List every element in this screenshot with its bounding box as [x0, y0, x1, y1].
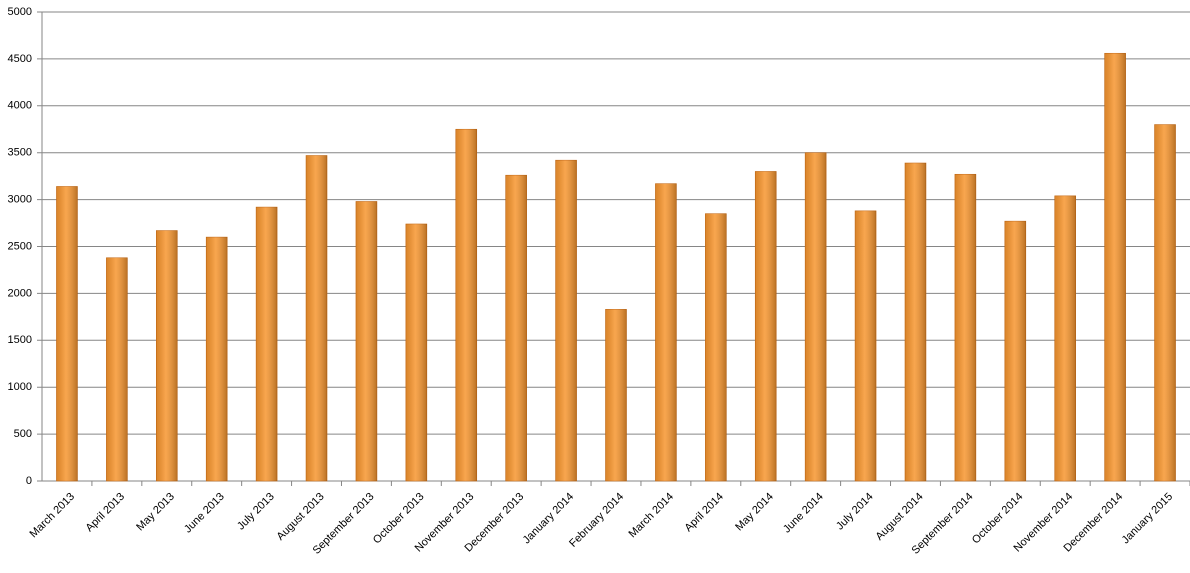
bar-shade	[106, 257, 128, 481]
bar-shade	[1104, 53, 1126, 481]
y-tick-label: 1500	[8, 334, 32, 346]
bar-shade	[904, 163, 926, 481]
x-tick-label: July 2014	[834, 491, 876, 533]
x-tick-label: March 2013	[28, 491, 78, 541]
y-tick-label: 0	[26, 475, 32, 487]
bar-shade	[755, 171, 777, 481]
x-tick-label: April 2014	[682, 491, 726, 535]
x-tick-label: February 2014	[567, 491, 626, 550]
x-tick-label: June 2013	[182, 491, 227, 536]
bar-shade	[355, 201, 377, 481]
x-tick-label: May 2013	[134, 491, 177, 534]
bar-shade	[56, 186, 78, 481]
y-tick-label: 4500	[8, 53, 32, 65]
x-tick-label: October 2014	[970, 491, 1026, 547]
bar-shade	[1054, 195, 1076, 481]
y-tick-label: 5000	[8, 6, 32, 18]
x-tick-label: March 2014	[627, 491, 677, 541]
bar-shade	[805, 152, 827, 481]
bar-shade	[954, 174, 976, 482]
x-tick-label: October 2013	[371, 491, 427, 547]
y-tick-label: 2500	[8, 240, 32, 252]
y-tick-label: 500	[14, 428, 32, 440]
x-tick-label: July 2013	[235, 491, 277, 533]
x-tick-label: August 2013	[275, 491, 327, 543]
x-tick-label: January 2015	[1120, 491, 1176, 547]
y-tick-label: 4000	[8, 100, 32, 112]
bar-shade	[1004, 221, 1026, 481]
bar-shade	[206, 237, 228, 481]
bar-shade	[455, 129, 477, 481]
x-tick-label: June 2014	[781, 491, 826, 536]
bar-shade	[705, 213, 727, 482]
y-tick-label: 2000	[8, 287, 32, 299]
bar-shade	[306, 155, 328, 481]
bar-shade	[156, 230, 178, 481]
bar-shade	[1154, 124, 1176, 481]
x-tick-label: January 2014	[521, 491, 577, 547]
bar-shade	[605, 309, 627, 481]
bar-shade	[405, 223, 427, 481]
bar-shade	[555, 160, 577, 482]
y-tick-label: 3500	[8, 147, 32, 159]
bar-shade	[505, 175, 527, 481]
y-tick-label: 3000	[8, 194, 32, 206]
bar-shade	[855, 210, 877, 481]
bar-shade	[655, 183, 677, 482]
y-tick-label: 1000	[8, 381, 32, 393]
x-tick-label: August 2014	[873, 491, 925, 543]
x-tick-label: May 2014	[733, 491, 776, 534]
bar-shade	[256, 207, 278, 481]
x-tick-label: April 2013	[84, 491, 128, 535]
